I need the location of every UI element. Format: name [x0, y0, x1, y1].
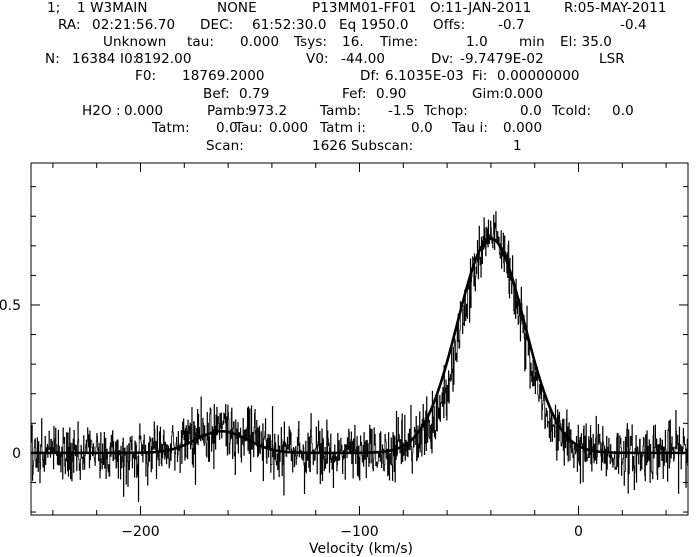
- x-axis-label: Velocity (km/s): [309, 541, 413, 557]
- gaussian-fit-line: [31, 237, 688, 455]
- header-line-9-field-3: Subscan:: [351, 138, 414, 154]
- header-line-7-field-9: Tcold:: [552, 103, 592, 119]
- header-line-7-field-5: Tamb:: [320, 103, 362, 119]
- header-line-8-field-2: 0.0: [216, 120, 238, 136]
- header-line-7-field-8: 0.0: [520, 103, 542, 119]
- header-line-1-field-4: P13MM01-FF01: [312, 0, 417, 16]
- header-line-2-field-7: -0.7: [498, 17, 525, 33]
- header-line-5-field-3: Df:: [360, 68, 380, 84]
- header-line-7-field-7: Tchop:: [424, 103, 468, 119]
- header-line-6-field-6: 0.000: [504, 86, 544, 102]
- x-tick-label: −200: [121, 524, 159, 540]
- header-line-3-field-7: 1.0: [466, 34, 488, 50]
- header-line-2-field-2: 02:21:56.70: [92, 17, 176, 33]
- header-line-3-field-6: Time:: [380, 34, 419, 50]
- header-line-3-field-3: 0.000: [240, 34, 280, 50]
- header-line-6-field-2: 0.79: [239, 86, 270, 102]
- header-line-5-field-4: 6.1035E-03: [385, 68, 464, 84]
- series-gaussian-fit: [31, 237, 688, 455]
- header-line-1-field-5: O:11-JAN-2011: [430, 0, 532, 16]
- header-line-2-field-5: Eq 1950.0: [339, 17, 409, 33]
- header-line-7-field-10: 0.0: [612, 103, 634, 119]
- y-tick-label: 0: [12, 446, 21, 462]
- header-line-4-field-5: V0:: [306, 51, 329, 67]
- header-line-3-field-4: Tsys:: [294, 34, 328, 50]
- series-observed-spectrum: [31, 211, 689, 503]
- header-line-4-field-3: I0:: [120, 51, 138, 67]
- header-line-6-field-4: 0.90: [376, 86, 407, 102]
- header-line-1-field-2: 1 W3MAIN: [77, 0, 148, 16]
- header-line-4-field-4: 8192.00: [135, 51, 192, 67]
- header-line-4-field-1: N:: [45, 51, 60, 67]
- header-line-2-field-8: -0.4: [620, 17, 647, 33]
- header-line-7-field-6: -1.5: [388, 103, 415, 119]
- header-line-3-field-1: Unknown: [103, 34, 167, 50]
- header-line-3-field-9: El: 35.0: [560, 34, 612, 50]
- axis-ticks: [31, 163, 688, 515]
- header-line-1-field-6: R:05-MAY-2011: [564, 0, 667, 16]
- header-line-8-field-8: 0.000: [503, 120, 543, 136]
- header-line-2-field-1: RA:: [58, 17, 81, 33]
- header-line-2-field-3: DEC:: [200, 17, 234, 33]
- header-line-4-field-2: 16384: [72, 51, 116, 67]
- header-line-7-field-2: 0.000: [124, 103, 164, 119]
- header-line-8-field-3: Tau:: [235, 120, 263, 136]
- header-line-9-field-1: Scan:: [206, 138, 244, 154]
- header-line-1-field-1: 1;: [47, 0, 61, 16]
- header-line-8-field-6: 0.0: [411, 120, 433, 136]
- y-tick-label: 0.5: [0, 298, 21, 314]
- header-line-4-field-6: -44.00: [341, 51, 386, 67]
- header-line-4-field-8: -9.7479E-02: [460, 51, 544, 67]
- header-line-3-field-5: 16.: [342, 34, 364, 50]
- header-line-8-field-4: 0.000: [269, 120, 309, 136]
- header-line-3-field-2: tau:: [187, 34, 215, 50]
- header-line-7-field-4: 973.2: [248, 103, 288, 119]
- header-line-5-field-1: F0:: [135, 68, 157, 84]
- header-line-9-field-4: 1: [513, 138, 522, 154]
- observation-header: 1; 1 W3MAIN NONE P13MM01-FF01 O:11-JAN-2011 R…: [0, 0, 700, 165]
- header-line-6-field-3: Fef:: [342, 86, 367, 102]
- axis-tick-labels: −200 −100 0 0 0.5: [0, 298, 583, 540]
- x-tick-label: 0: [574, 524, 583, 540]
- header-line-5-field-2: 18769.2000: [182, 68, 265, 84]
- spectrum-histogram-line: [31, 211, 689, 503]
- header-line-8-field-7: Tau i:: [452, 120, 489, 136]
- header-line-5-field-6: 0.00000000: [497, 68, 580, 84]
- header-line-9-field-2: 1626: [312, 138, 347, 154]
- header-line-8-field-1: Tatm:: [152, 120, 190, 136]
- header-line-5-field-5: Fi:: [472, 68, 488, 84]
- header-line-4-field-7: Dv:: [431, 51, 454, 67]
- header-line-7-field-3: Pamb:: [207, 103, 250, 119]
- header-line-8-field-5: Tatm i:: [320, 120, 367, 136]
- header-line-2-field-6: Offs:: [433, 17, 466, 33]
- header-line-2-field-4: 61:52:30.0: [252, 17, 327, 33]
- header-line-6-field-1: Bef:: [203, 86, 230, 102]
- header-line-3-field-8: min: [519, 34, 545, 50]
- x-tick-label: −100: [340, 524, 378, 540]
- header-line-1-field-3: NONE: [217, 0, 257, 16]
- header-line-6-field-5: Gim:: [472, 86, 505, 102]
- header-line-4-field-9: LSR: [599, 51, 625, 67]
- header-line-7-field-1: H2O :: [82, 103, 121, 119]
